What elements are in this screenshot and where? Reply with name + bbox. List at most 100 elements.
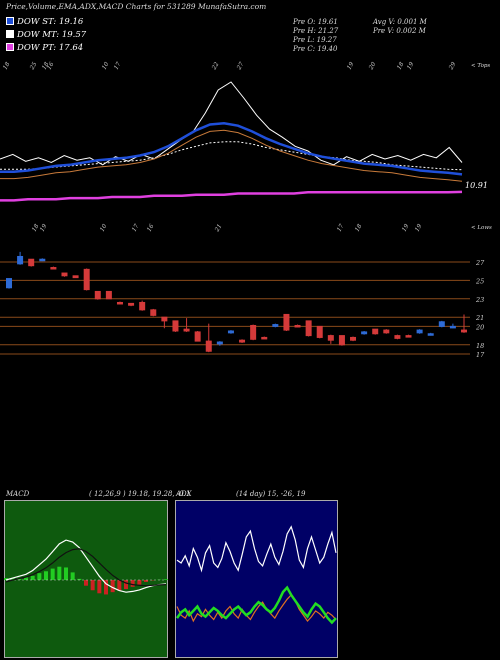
price-line — [0, 81, 463, 166]
candle-body — [405, 335, 412, 338]
y-tick-label: 23 — [475, 296, 484, 304]
macd-macd-line — [5, 539, 167, 593]
candle-body — [94, 290, 101, 300]
stat-high: Pre H: 21.27 — [293, 27, 339, 35]
macd-histogram-bar — [4, 578, 8, 580]
legend-label-pt: DOW PT: 17.64 — [17, 43, 84, 53]
ema-last-value: 10.91 — [465, 181, 488, 190]
candle-body — [438, 321, 445, 327]
stat-low: Pre L: 19.27 — [293, 36, 337, 44]
stat-avg-volume: Avg V: 0.001 M — [373, 18, 427, 26]
candle-body — [327, 335, 334, 341]
bottom-tick-label: 18 — [31, 223, 41, 233]
legend-label-mt: DOW MT: 19.57 — [17, 30, 87, 40]
y-tick-label: 20 — [475, 323, 484, 331]
candle-body — [338, 335, 345, 346]
top-tick-label: 17 — [113, 61, 123, 71]
candle-body — [105, 290, 112, 300]
macd-histogram-bar — [37, 573, 42, 580]
candle-body — [239, 339, 246, 343]
candle-body — [172, 320, 179, 332]
top-tick-label: 18 — [41, 61, 51, 71]
y-tick-label: 18 — [476, 342, 484, 350]
bottom-tick-label: 19 — [414, 223, 424, 233]
legend-swatch-pt — [6, 43, 14, 51]
candle-body — [61, 272, 68, 277]
legend-item-st: DOW ST: 19.16 — [6, 17, 83, 27]
candle-body — [283, 313, 290, 331]
macd-histogram-bar — [77, 578, 82, 580]
candle-body — [383, 329, 390, 334]
top-tick-label: 25 — [28, 61, 38, 72]
stat-close: Pre C: 19.40 — [293, 45, 338, 53]
candle-body — [116, 301, 123, 305]
macd-histogram-bar — [124, 580, 128, 590]
adx-params: (14 day) 15, -26, 19 — [236, 490, 306, 498]
bottom-tick-label: 19 — [401, 223, 411, 233]
macd-histogram-bar — [110, 580, 115, 593]
page-title: Price,Volume,EMA,ADX,MACD Charts for 531… — [6, 2, 267, 11]
y-tick-label: 27 — [475, 259, 485, 267]
y-tick-label: 17 — [476, 351, 485, 359]
ema-pt-line — [0, 190, 463, 202]
top-tick-label: 18 — [396, 61, 406, 71]
candle-body — [361, 331, 368, 335]
bottom-tick-label: 18 — [354, 223, 364, 233]
candle-body — [128, 302, 135, 306]
candle-body — [39, 258, 46, 262]
top-tick-label: 16 — [46, 61, 56, 71]
macd-histogram-bar — [104, 580, 108, 595]
candle-body — [294, 324, 301, 328]
candle-body — [50, 267, 57, 270]
macd-signal-line — [5, 548, 167, 587]
legend-item-mt: DOW MT: 19.57 — [6, 30, 86, 40]
macd-histogram-bar — [84, 580, 88, 586]
candle-body — [139, 301, 146, 311]
adx-title: ADX — [176, 490, 192, 498]
candle-body — [227, 330, 234, 334]
lows-label: < Lows — [471, 225, 492, 231]
macd-histogram-bar — [64, 567, 68, 580]
stat-pre-volume: Pre V: 0.002 M — [373, 27, 426, 35]
bottom-tick-label: 19 — [39, 223, 49, 233]
legend-swatch-st — [6, 17, 14, 25]
candle-body — [449, 325, 456, 329]
candle-body — [28, 258, 35, 267]
candle-body — [161, 316, 168, 322]
bottom-tick-label: 21 — [213, 223, 223, 234]
candle-body — [461, 329, 467, 333]
top-tick-label: 19 — [346, 61, 356, 71]
tops-label: < Tops — [471, 63, 491, 69]
legend-item-pt: DOW PT: 17.64 — [6, 43, 83, 53]
macd-histogram-bar — [130, 580, 135, 587]
candle-body — [72, 275, 79, 279]
ema-mt-line — [0, 141, 463, 171]
candle-body — [83, 268, 90, 291]
macd-histogram-bar — [164, 579, 168, 580]
stat-open: Pre O: 19.61 — [293, 18, 338, 26]
legend-label-st: DOW ST: 19.16 — [17, 17, 84, 27]
macd-histogram-bar — [70, 572, 75, 580]
top-tick-label: 18 — [2, 61, 12, 71]
candle-body — [316, 325, 323, 338]
macd-histogram-bar — [10, 578, 15, 580]
macd-histogram-bar — [137, 580, 142, 585]
top-tick-label: 20 — [367, 61, 377, 72]
macd-histogram-bar — [97, 580, 102, 594]
candle-body — [194, 331, 201, 342]
candle-body — [150, 309, 157, 316]
candle-body — [183, 328, 190, 332]
candle-body — [216, 341, 223, 345]
minus-di-line — [175, 585, 337, 625]
ema-aux-line — [0, 129, 463, 182]
candle-body — [416, 329, 423, 334]
candle-body — [350, 336, 357, 341]
macd-histogram-bar — [30, 575, 35, 580]
macd-histogram-bar — [57, 566, 62, 580]
candle-body — [427, 333, 434, 336]
macd-histogram-bar — [117, 580, 122, 591]
macd-histogram-bar — [44, 571, 48, 580]
